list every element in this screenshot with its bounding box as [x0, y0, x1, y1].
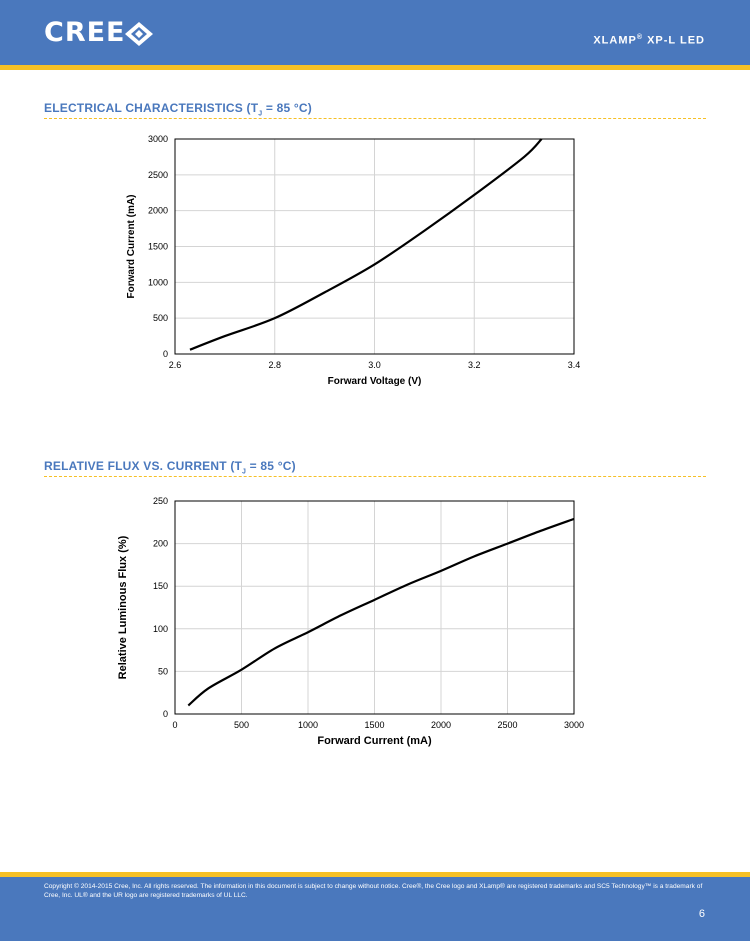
copyright-notice: Copyright © 2014-2015 Cree, Inc. All rig…: [44, 883, 703, 899]
section-title-subscript: J: [258, 110, 263, 118]
chart-relative-flux-vs-current: 0 500 1000 1500 2000 2500 3000 0 50 100 150 200 250 F…: [117, 496, 584, 747]
product-title: XLAMP® XP-L LED: [593, 34, 705, 47]
y-tick-label: 100: [153, 624, 168, 634]
section-divider: [44, 118, 706, 119]
section-title-main: ELECTRICAL CHARACTERISTICS (T: [44, 101, 259, 115]
x-tick-label: 2000: [431, 720, 451, 730]
section-title-end: = 85 °C): [262, 101, 312, 115]
registered-mark: ®: [636, 34, 644, 41]
plot-frame: [174, 500, 575, 715]
series-line: [187, 517, 575, 707]
y-tick-label: 200: [153, 539, 168, 549]
plot-frame: [174, 138, 575, 355]
y-tick-label: 0: [163, 349, 168, 359]
x-tick-label: 500: [234, 720, 249, 730]
x-tick-label: 3.4: [568, 360, 581, 370]
y-tick-label: 150: [153, 581, 168, 591]
section-title-subscript: J: [242, 468, 247, 476]
section-divider: [44, 476, 706, 477]
x-axis-label: Forward Current (mA): [317, 735, 432, 747]
y-tick-label: 250: [153, 496, 168, 506]
y-tick-label: 0: [163, 709, 168, 719]
section-title-electrical: ELECTRICAL CHARACTERISTICS (TJ = 85 °C): [44, 101, 312, 117]
x-tick-label: 1500: [364, 720, 384, 730]
page-footer: Copyright © 2014-2015 Cree, Inc. All rig…: [0, 877, 750, 941]
x-tick-label: 2500: [497, 720, 517, 730]
section-title-relative-flux: RELATIVE FLUX VS. CURRENT (TJ = 85 °C): [44, 459, 296, 475]
x-axis-label: Forward Voltage (V): [328, 376, 422, 387]
x-tick-label: 1000: [298, 720, 318, 730]
y-axis-label: Relative Luminous Flux (%): [117, 535, 129, 679]
page-header: CREE XLAMP® XP-L LED: [0, 0, 750, 65]
series-line: [189, 138, 543, 351]
section-title-end: = 85 °C): [246, 459, 296, 473]
cree-diamond-logo-icon: [125, 22, 153, 46]
footer-accent-stripe: [0, 872, 750, 877]
x-tick-label: 3000: [564, 720, 584, 730]
x-tick-label: 2.6: [169, 360, 182, 370]
y-tick-label: 2000: [148, 206, 168, 216]
product-suffix: XP-L LED: [643, 34, 705, 47]
chart-forward-current-vs-voltage: 2.6 2.8 3.0 3.2 3.4 0 500 1000 1500 2000 2500 3000 F…: [126, 134, 581, 387]
header-accent-stripe: [0, 65, 750, 70]
cree-logo-text: CREE: [44, 17, 126, 48]
y-tick-label: 50: [158, 666, 168, 676]
x-tick-label: 2.8: [268, 360, 281, 370]
y-tick-label: 1000: [148, 277, 168, 287]
product-name: XLAMP: [593, 34, 637, 47]
y-tick-label: 3000: [148, 134, 168, 144]
page-number: 6: [698, 908, 705, 920]
y-tick-label: 2500: [148, 170, 168, 180]
y-axis-label: Forward Current (mA): [126, 195, 137, 299]
y-tick-label: 500: [153, 313, 168, 323]
x-tick-label: 0: [172, 720, 177, 730]
x-tick-label: 3.0: [368, 360, 381, 370]
y-tick-label: 1500: [148, 242, 168, 252]
section-title-main: RELATIVE FLUX VS. CURRENT (T: [44, 459, 243, 473]
x-tick-label: 3.2: [468, 360, 481, 370]
